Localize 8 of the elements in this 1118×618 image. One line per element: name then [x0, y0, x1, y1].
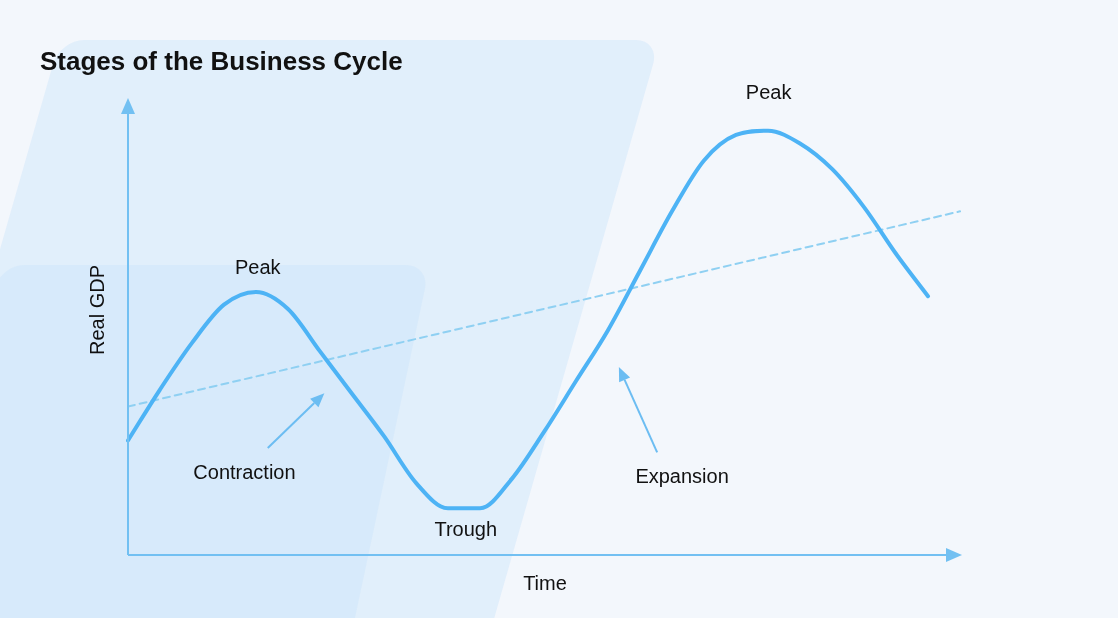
annotation: Peak: [234, 255, 281, 279]
x-axis-title: Time: [523, 572, 567, 595]
annotation: Contraction: [193, 460, 296, 484]
y-axis-title: Real GDP: [85, 264, 109, 356]
text: Peak: [745, 80, 792, 104]
annotation: Expansion: [635, 464, 729, 488]
annotation: Trough: [434, 517, 498, 541]
chart-title: Stages of the Business Cycle: [40, 46, 403, 77]
